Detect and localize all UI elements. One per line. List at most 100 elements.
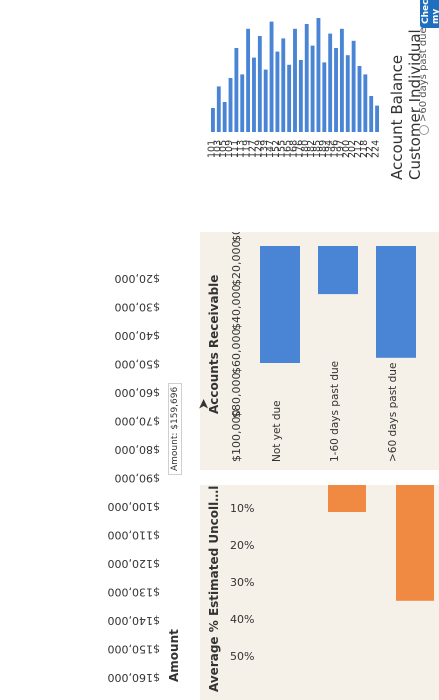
- receivable-tick-label: $0: [230, 232, 243, 242]
- legend-label: >60 days past due: [418, 27, 429, 122]
- customer-balance-bar: [211, 108, 215, 132]
- customer-balance-bar: [257, 36, 262, 132]
- amount-tick-label: $30,000: [115, 301, 161, 314]
- customer-id-label: 185: [312, 140, 323, 158]
- customer-balance-bar: [369, 96, 374, 132]
- customer-id-label: 152: [271, 140, 282, 158]
- amount-tick-label: $150,000: [108, 643, 161, 656]
- customer-balance-bar: [351, 40, 356, 132]
- customer-balance-bar: [234, 48, 239, 132]
- customer-id-label: 101: [206, 140, 217, 158]
- receivable-bar: [318, 246, 358, 295]
- customer-id-label: 103: [212, 140, 223, 158]
- uncollectible-chart: Average % Estimated Uncoll…le 50% 40% 30% 2…: [207, 485, 434, 692]
- customer-balance-bar: [216, 86, 221, 132]
- customer-id-label: 202: [347, 140, 358, 158]
- customer-id-label: 189: [318, 140, 329, 158]
- check-my-work-button[interactable]: Check my: [420, 0, 439, 28]
- customer-id-label: 218: [359, 140, 370, 158]
- receivable-chart-panel: Accounts Receivable $100,000 $80,000 $60,0…: [200, 232, 439, 470]
- amount-tick-label: $20,000: [115, 272, 161, 285]
- uncollectible-bar: [396, 485, 434, 601]
- customer-balance-bar: [304, 24, 309, 132]
- customer-balance-bar: [252, 57, 256, 132]
- customer-balance-bar: [293, 28, 297, 132]
- customer-id-label: 176: [294, 140, 305, 158]
- receivable-category-label: >60 days past due: [387, 363, 399, 462]
- amount-axis-label: Amount: [167, 629, 181, 682]
- amount-tooltip: Amount: $159,696: [168, 382, 182, 475]
- amount-tick-label: $70,000: [115, 415, 161, 428]
- amount-tick-label: $110,000: [108, 529, 161, 542]
- amount-tick-label: $120,000: [108, 557, 161, 570]
- customer-id-label: 155: [277, 140, 288, 158]
- customer-balance-panel: Customer Individual Account Balance 101 1…: [200, 0, 439, 220]
- uncollectible-bar: [328, 485, 366, 512]
- customer-id-label: 168: [288, 140, 299, 158]
- customer-balance-bar: [345, 55, 350, 132]
- receivable-chart: Accounts Receivable $100,000$80,000$60,0…: [207, 232, 416, 463]
- uncollectible-chart-panel: Average % Estimated Uncoll…le 50% 40% 30% 2…: [200, 485, 439, 700]
- customer-balance-bar: [357, 66, 362, 132]
- customer-id-label: 113: [236, 140, 247, 158]
- receivable-category-label: 1-60 days past due: [329, 361, 341, 462]
- customer-balance-bar: [334, 48, 338, 132]
- customer-id-label: 165: [283, 140, 294, 158]
- customer-balance-bar: [281, 38, 286, 132]
- customer-balance-bar: [287, 64, 292, 132]
- customer-balance-bar: [328, 33, 333, 132]
- receivable-bar: [260, 246, 300, 363]
- customer-id-label: 182: [306, 140, 317, 158]
- customer-balance-bar: [310, 45, 315, 132]
- receivable-chart-title: Accounts Receivable: [207, 275, 221, 414]
- receivable-tick-label: $40,000: [230, 285, 243, 331]
- uncollectible-tick-label: 10%: [230, 502, 254, 515]
- customer-balance-bar: [316, 18, 321, 132]
- customer-id-label: 129: [253, 140, 264, 158]
- customer-balance-bar: [246, 28, 251, 132]
- amount-tick-label: $80,000: [115, 443, 161, 456]
- customer-id-label: 127: [247, 140, 258, 158]
- customer-id-label: 224: [371, 140, 382, 158]
- amount-chart: Amount $160,000 $150,000 $140,000 $130,000 $…: [108, 272, 182, 684]
- customer-balance-bar: [228, 78, 233, 132]
- customer-id-label: 196: [330, 140, 341, 158]
- amount-tick-label: $40,000: [115, 329, 161, 342]
- customer-id-label: 147: [265, 140, 276, 158]
- customer-id-label: 197: [335, 140, 346, 158]
- customer-balance-bar: [222, 102, 227, 132]
- amount-tick-label: $160,000: [108, 671, 161, 684]
- customer-balance-bar: [298, 60, 303, 132]
- uncollectible-tick-label: 50%: [230, 650, 254, 663]
- receivable-tick-label: $20,000: [230, 241, 243, 287]
- customer-balance-bar: [275, 51, 280, 132]
- uncollectible-tick-label: 20%: [230, 539, 254, 552]
- receivable-tick-label: $100,000: [230, 410, 243, 463]
- customer-id-label: 180: [300, 140, 311, 158]
- uncollectible-chart-title: Average % Estimated Uncoll…le: [207, 485, 221, 692]
- amount-tick-label: $60,000: [115, 386, 161, 399]
- customer-balance-title-line2: Account Balance: [388, 55, 406, 180]
- amount-tick-label: $50,000: [115, 358, 161, 371]
- legend-item-over-60[interactable]: >60 days past due: [418, 27, 429, 135]
- customer-id-label: 212: [353, 140, 364, 158]
- customer-id-label: 105: [218, 140, 229, 158]
- customer-balance-bar: [322, 62, 327, 132]
- receivable-tick-label: $60,000: [230, 329, 243, 375]
- customer-id-label: 200: [341, 140, 352, 158]
- amount-tick-label: $90,000: [115, 472, 161, 485]
- pointer-cursor-icon: ➤: [196, 398, 212, 410]
- customer-id-label: 194: [324, 140, 335, 158]
- customer-id-label: 22: [365, 146, 376, 158]
- customer-balance-bar: [240, 74, 245, 132]
- receivable-bar: [376, 246, 416, 358]
- amount-tick-label: $100,000: [108, 500, 161, 513]
- customer-id-label: 139: [259, 140, 270, 158]
- uncollectible-tick-label: 40%: [230, 613, 254, 626]
- customer-id-label: 119: [242, 140, 253, 158]
- customer-id-label: 109: [224, 140, 235, 158]
- amount-tick-label: $130,000: [108, 586, 161, 599]
- customer-balance-title-line1: Customer Individual: [406, 29, 424, 180]
